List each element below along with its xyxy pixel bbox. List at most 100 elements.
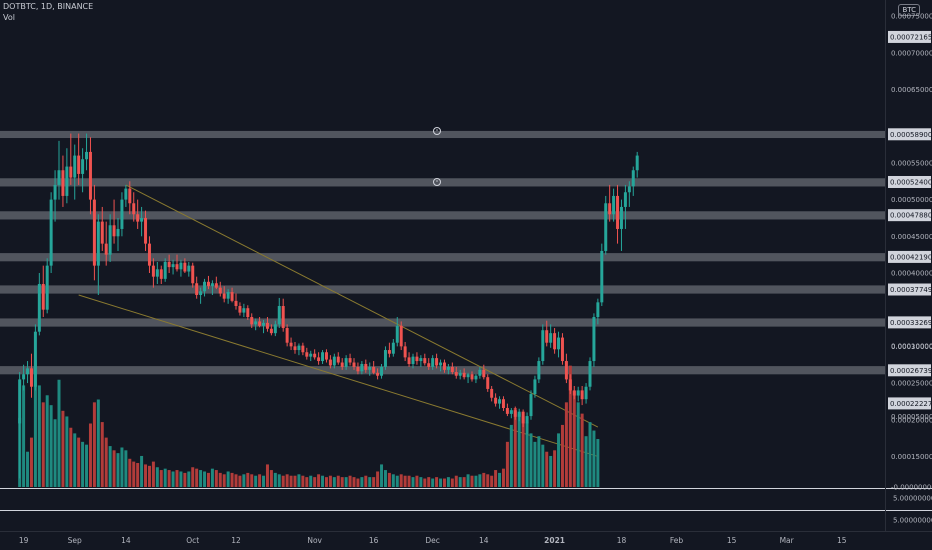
candle-body	[431, 358, 435, 367]
candle-body	[368, 366, 372, 370]
volume-bar	[171, 471, 175, 487]
candle-body	[399, 325, 403, 347]
price-tag-label: 0.00037749	[890, 286, 932, 294]
volume-bar	[415, 475, 419, 487]
resistance-support-zone	[0, 285, 885, 294]
candle-body	[88, 151, 92, 200]
candle-body	[155, 269, 159, 277]
candle-body	[81, 159, 85, 174]
price-tag-label: 0.00033269	[890, 319, 932, 327]
volume-bar	[73, 433, 77, 487]
volume-bar	[596, 439, 600, 487]
candle-body	[525, 416, 529, 424]
volume-bar	[120, 447, 124, 487]
volume-bar	[210, 468, 214, 487]
time-tick-label: 12	[231, 536, 241, 545]
candle-body	[494, 397, 498, 404]
candle-body	[486, 377, 490, 389]
candle-body	[147, 243, 151, 266]
volume-bar	[199, 470, 203, 487]
volume-bar	[242, 474, 246, 487]
price-tag-box	[888, 128, 931, 141]
candle-body	[293, 346, 297, 351]
candle-body	[572, 390, 576, 396]
volume-bar	[258, 474, 262, 487]
price-tag-label: 0.00026739	[890, 367, 932, 375]
volume-bar	[297, 474, 301, 487]
price-tag-box	[888, 283, 931, 296]
volume-bar	[179, 471, 183, 487]
volume-bar	[529, 433, 533, 487]
candle-body	[553, 333, 557, 350]
volume-bar	[112, 450, 116, 487]
time-axis: 19 Sep 14 Oct 12 Nov 16 Dec 14 2021 18 Feb 15 Mar 15	[19, 536, 847, 545]
volume-bar	[380, 464, 384, 487]
candle-body	[462, 372, 466, 378]
price-tag-box	[888, 209, 931, 222]
volume-bar	[509, 424, 513, 487]
volume-bar	[195, 468, 199, 487]
horizontal-zones	[0, 130, 885, 375]
candle-body	[210, 283, 214, 287]
candle-body	[616, 195, 620, 229]
volume-bar	[92, 402, 96, 487]
candle-body	[92, 199, 96, 266]
volume-bar	[317, 474, 321, 487]
candle-body	[234, 300, 238, 307]
candle-body	[521, 411, 525, 424]
currency-badge[interactable]: BTC	[898, 4, 920, 16]
volume-bar	[419, 477, 423, 487]
candle-body	[104, 243, 108, 255]
candle-body	[631, 170, 635, 187]
volume-bar	[584, 436, 588, 487]
price-tag-box	[888, 397, 931, 410]
price-tag-label: 0.00047880	[890, 212, 932, 220]
volume-bar	[163, 468, 167, 487]
candle-body	[588, 361, 592, 387]
volume-bar	[572, 391, 576, 487]
candle-body	[415, 356, 419, 362]
candle-body	[560, 337, 564, 362]
pane-separators	[0, 0, 932, 532]
candle-body	[262, 322, 266, 326]
time-tick-label: 14	[479, 536, 489, 545]
price-tick-label: 0.00070000	[891, 49, 932, 57]
volume-bar	[411, 477, 415, 487]
price-tag-box	[888, 364, 931, 377]
candle-body	[49, 199, 53, 266]
time-tick-label: 15	[727, 536, 737, 545]
candle-body	[376, 372, 380, 376]
volume-bar	[136, 463, 140, 487]
candle-body	[222, 293, 226, 299]
candle-body	[265, 322, 269, 329]
volume-bar	[466, 474, 470, 487]
candle-body	[37, 283, 41, 332]
volume-bar	[203, 471, 207, 487]
volume-bar	[427, 477, 431, 487]
candle-body	[69, 166, 73, 178]
candle-body	[619, 206, 623, 229]
candle-body	[33, 331, 37, 387]
volume-bar	[187, 471, 191, 487]
volume-bar	[435, 477, 439, 487]
candle-body	[317, 357, 321, 362]
volume-bar	[592, 430, 596, 487]
volume-bar	[49, 405, 53, 487]
volume-bar	[553, 450, 557, 487]
candle-body	[108, 225, 112, 255]
candle-body	[612, 195, 616, 215]
price-tag-label: 0.00042190	[890, 253, 932, 261]
candle-body	[411, 356, 415, 364]
alert-markers	[433, 127, 441, 186]
volume-bar	[262, 475, 266, 487]
volume-bar	[254, 475, 258, 487]
candle-body	[395, 325, 399, 343]
volume-bar	[104, 437, 108, 487]
volume-bar	[372, 477, 376, 487]
volume-bar	[285, 474, 289, 487]
candle-body	[427, 363, 431, 367]
price-tag-label: 0.00058900	[890, 131, 932, 139]
candle-body	[171, 264, 175, 268]
volume-indicator-label[interactable]: Vol	[3, 13, 15, 22]
